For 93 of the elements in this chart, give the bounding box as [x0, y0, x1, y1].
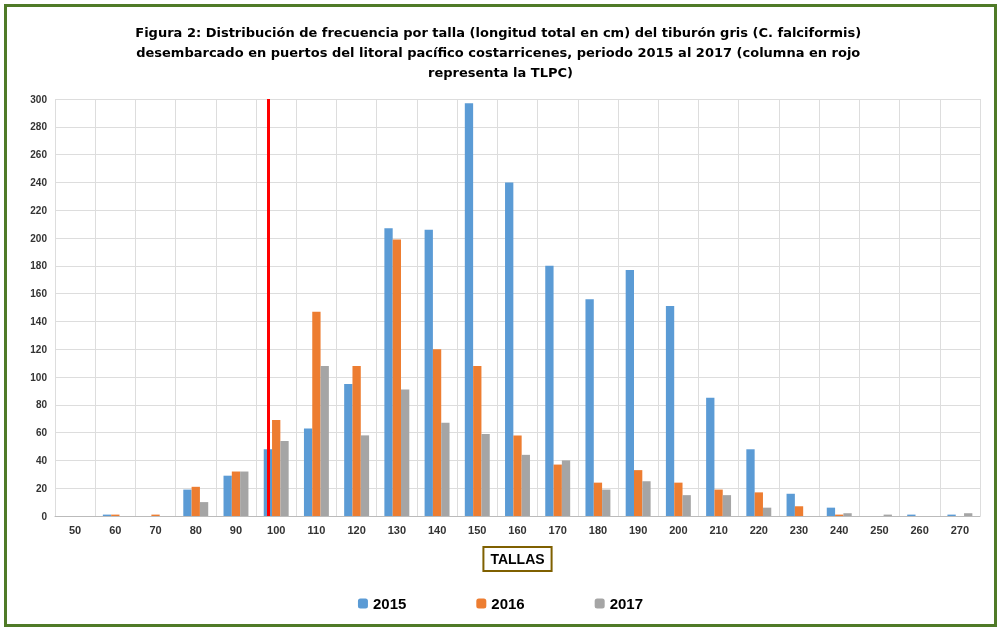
- bar: [754, 492, 763, 516]
- bar: [706, 397, 715, 516]
- bar: [585, 299, 594, 516]
- y-tick-label: 160: [30, 288, 48, 300]
- x-tick-label: 160: [508, 523, 527, 536]
- bar: [722, 495, 732, 516]
- y-tick-label: 200: [30, 232, 48, 244]
- x-tick-label: 230: [789, 523, 809, 536]
- bar: [441, 422, 450, 516]
- x-tick-label: 110: [307, 523, 326, 536]
- bar: [303, 428, 313, 516]
- y-tick-label: 140: [30, 315, 48, 327]
- x-tick-label: 150: [468, 523, 487, 536]
- x-tick-label: 210: [709, 523, 728, 536]
- x-tick-label: 100: [267, 523, 286, 536]
- bar: [223, 475, 232, 516]
- x-tick-label: 70: [149, 523, 162, 536]
- bar: [352, 365, 361, 516]
- x-tick-label: 220: [749, 523, 768, 536]
- bar: [786, 493, 795, 516]
- x-tick-label: 90: [229, 523, 243, 536]
- y-tick-label: 0: [41, 510, 48, 522]
- bar: [401, 389, 410, 516]
- x-axis-title: TALLAS: [490, 551, 545, 567]
- chart-title: Figura 2: Distribución de frecuencia por talla (longitud total en cm) del tiburón gris (C. falciformis) desembarcado en puertos del litoral pacífico costarricenes, periodo 2015 al 2017 (columna en rojo representa la TLPC): [135, 24, 866, 80]
- bar: [392, 239, 401, 516]
- bar: [746, 449, 755, 516]
- bar: [964, 513, 973, 516]
- bar: [432, 349, 442, 516]
- x-tick-label: 60: [109, 523, 122, 536]
- bar: [464, 103, 474, 516]
- bar: [642, 481, 651, 516]
- x-tick-label: 200: [669, 523, 688, 536]
- y-tick-label: 60: [35, 427, 48, 439]
- bar: [384, 228, 393, 516]
- y-tick-label: 40: [35, 454, 48, 466]
- bar: [481, 433, 490, 516]
- bar: [553, 464, 562, 516]
- x-tick-label: 180: [588, 523, 608, 536]
- x-tick-label: 140: [427, 523, 447, 536]
- y-tick-label: 280: [30, 121, 48, 133]
- bar: [826, 507, 836, 516]
- bar: [561, 460, 571, 516]
- bar: [602, 489, 611, 516]
- legend-label: 2016: [491, 595, 525, 612]
- x-tick-label: 130: [387, 523, 407, 536]
- x-tick-label: 260: [910, 523, 929, 536]
- bar: [312, 311, 321, 516]
- x-tick-label: 270: [950, 523, 970, 536]
- bar: [360, 435, 370, 516]
- bar: [231, 471, 241, 516]
- bar: [344, 383, 353, 516]
- legend-label: 2017: [609, 595, 644, 612]
- x-tick-label: 50: [68, 523, 82, 536]
- y-tick-label: 20: [35, 482, 48, 494]
- y-tick-label: 180: [30, 260, 48, 272]
- bar: [424, 229, 433, 516]
- bar: [762, 507, 772, 516]
- bar: [682, 495, 691, 516]
- bar: [545, 265, 554, 516]
- x-tick-label: 80: [189, 523, 202, 536]
- legend-label: 2015: [372, 595, 407, 612]
- bar: [240, 471, 249, 516]
- bar: [505, 182, 514, 516]
- bar: [513, 435, 522, 516]
- bar: [634, 470, 643, 516]
- x-tick-label: 250: [870, 523, 889, 536]
- bar: [625, 269, 634, 516]
- bar: [794, 506, 804, 516]
- x-tick-label: 240: [830, 523, 849, 536]
- bar: [665, 306, 675, 516]
- bar: [843, 513, 852, 516]
- x-tick-label: 120: [347, 523, 366, 536]
- bar: [320, 365, 329, 516]
- bar: [593, 482, 603, 516]
- bar: [199, 502, 209, 516]
- y-tick-label: 80: [35, 399, 48, 411]
- bar: [280, 440, 289, 516]
- x-tick-label: 190: [628, 523, 648, 536]
- y-tick-label: 300: [30, 93, 48, 105]
- bar: [272, 420, 281, 516]
- y-tick-label: 240: [30, 176, 48, 188]
- bar: [473, 365, 482, 516]
- y-tick-label: 120: [30, 343, 48, 355]
- bar: [183, 489, 192, 516]
- bar: [674, 482, 683, 516]
- y-tick-label: 100: [30, 371, 48, 383]
- x-tick-label: 170: [548, 523, 567, 536]
- bar: [191, 486, 200, 516]
- y-tick-label: 260: [30, 149, 48, 161]
- y-tick-label: 220: [30, 204, 48, 216]
- bar: [714, 489, 723, 516]
- bar: [521, 454, 530, 516]
